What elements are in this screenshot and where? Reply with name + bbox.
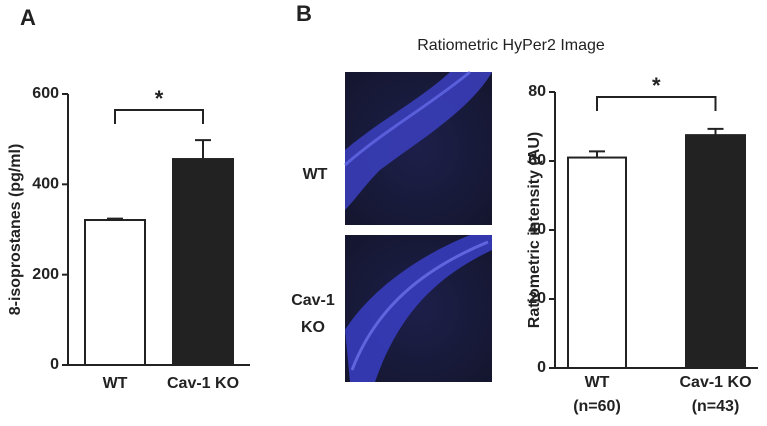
significance-bracket bbox=[596, 96, 717, 111]
significance-mark: * bbox=[155, 86, 164, 111]
image-row-label: Cav-1 bbox=[291, 292, 335, 309]
error-bar bbox=[195, 139, 211, 160]
y-tick-label: 0 bbox=[537, 359, 546, 376]
bar bbox=[172, 158, 234, 366]
micrograph bbox=[345, 235, 492, 382]
bar bbox=[685, 134, 746, 369]
y-tick-label: 20 bbox=[528, 290, 546, 307]
panel-label: A bbox=[20, 5, 36, 30]
bar bbox=[84, 219, 146, 366]
y-tick-label: 60 bbox=[528, 152, 546, 169]
sample-size: (n=60) bbox=[573, 398, 621, 415]
x-tick-label: WT bbox=[103, 375, 128, 392]
y-axis-label: Ratiometric intensity (AU) bbox=[526, 132, 543, 328]
y-tick-label: 0 bbox=[50, 356, 59, 373]
x-tick-label: Cav-1 KO bbox=[167, 375, 239, 392]
sample-size: (n=43) bbox=[692, 398, 740, 415]
y-tick-label: 80 bbox=[528, 83, 546, 100]
error-bar bbox=[707, 127, 724, 136]
y-tick-label: 40 bbox=[528, 221, 546, 238]
significance-bracket bbox=[114, 109, 204, 124]
bar bbox=[567, 156, 627, 369]
y-axis-label: 8-isoprostanes (pg/ml) bbox=[7, 144, 24, 316]
x-tick-label: Cav-1 KO bbox=[679, 374, 751, 391]
image-title: Ratiometric HyPer2 Image bbox=[417, 37, 605, 54]
micrograph bbox=[344, 70, 492, 225]
image-row-label: WT bbox=[303, 166, 328, 183]
y-tick-label: 400 bbox=[32, 176, 59, 193]
image-row-label: KO bbox=[301, 319, 325, 336]
y-tick-label: 200 bbox=[32, 266, 59, 283]
panel-label: B bbox=[296, 1, 312, 26]
y-tick-label: 600 bbox=[32, 85, 59, 102]
error-bar bbox=[589, 150, 605, 158]
x-tick-label: WT bbox=[585, 374, 610, 391]
significance-mark: * bbox=[652, 73, 661, 98]
